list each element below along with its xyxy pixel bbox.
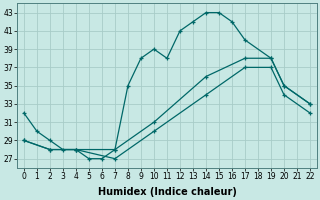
X-axis label: Humidex (Indice chaleur): Humidex (Indice chaleur) bbox=[98, 187, 236, 197]
